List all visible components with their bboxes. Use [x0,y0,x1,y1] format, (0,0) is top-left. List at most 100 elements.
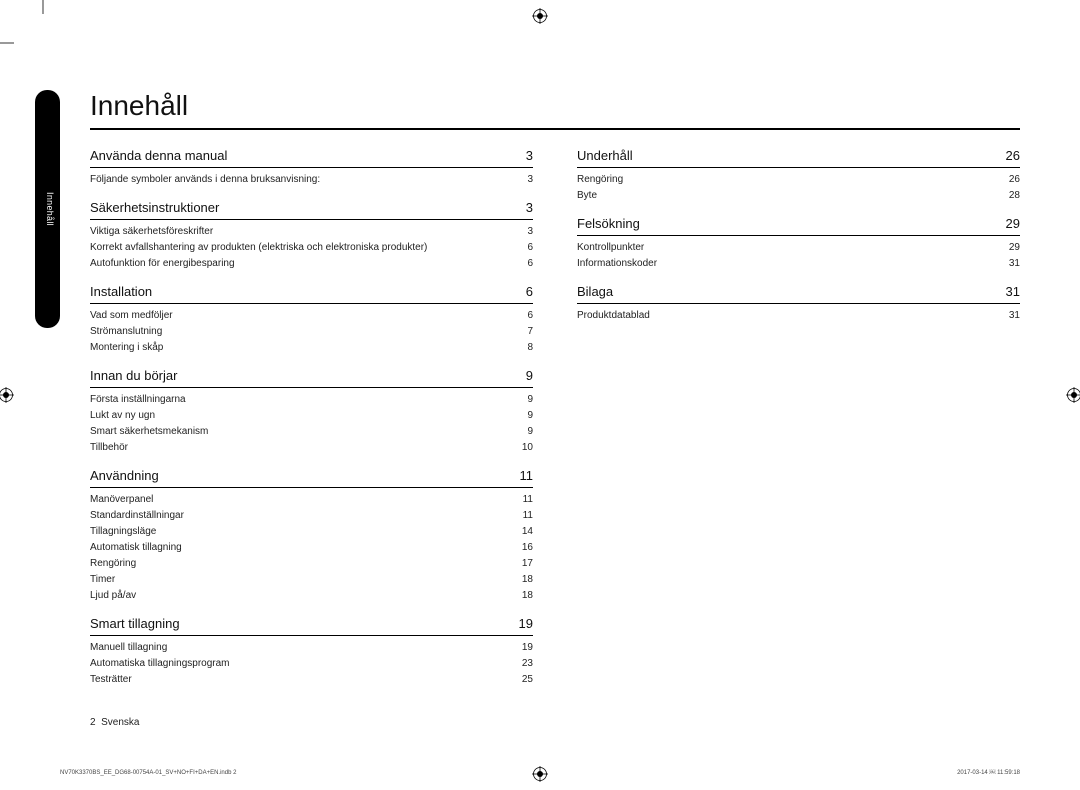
toc-entry-title: Första inställningarna [90,392,515,408]
toc-entry-title: Tillbehör [90,440,515,456]
toc-entry-title: Tillagningsläge [90,524,515,540]
crop-mark-icon [36,0,50,14]
toc-entry-page: 6 [515,240,533,256]
toc-entry-page: 11 [515,508,533,524]
toc-entry: Vad som medföljer6 [90,308,533,324]
toc-entry: Korrekt avfallshantering av produkten (e… [90,240,533,256]
toc-left-column: Använda denna manual3Följande symboler a… [90,144,533,692]
toc-section-page: 31 [1006,284,1020,299]
toc-columns: Använda denna manual3Följande symboler a… [90,144,1020,692]
toc-entry-title: Manuell tillagning [90,640,515,656]
toc-section-title: Felsökning [577,216,640,231]
toc-entry: Manöverpanel11 [90,492,533,508]
print-info-left: NV70K3370BS_EE_DG68-00754A-01_SV+NO+FI+D… [60,770,236,776]
toc-entry-title: Ljud på/av [90,588,515,604]
toc-section-head: Installation6 [90,280,533,304]
toc-entry-page: 9 [515,424,533,440]
toc-entry-page: 26 [1002,172,1020,188]
toc-entries: Följande symboler används i denna bruksa… [90,172,533,188]
toc-entry-page: 6 [515,256,533,272]
toc-entry-title: Standardinställningar [90,508,515,524]
toc-entry-title: Kontrollpunkter [577,240,1002,256]
toc-entries: Manuell tillagning19Automatiska tillagni… [90,640,533,688]
toc-entry: Byte28 [577,188,1020,204]
toc-entry: Montering i skåp8 [90,340,533,356]
toc-entry: Testrätter25 [90,672,533,688]
toc-section-page: 29 [1006,216,1020,231]
toc-entry: Automatiska tillagningsprogram23 [90,656,533,672]
toc-entry: Autofunktion för energibesparing6 [90,256,533,272]
toc-entry-title: Montering i skåp [90,340,515,356]
page-footer: 2 Svenska [90,717,139,728]
registration-mark-icon [1066,387,1080,403]
toc-entries: Kontrollpunkter29Informationskoder31 [577,240,1020,272]
toc-entry-title: Viktiga säkerhetsföreskrifter [90,224,515,240]
footer-page-number: 2 [90,717,96,728]
toc-entry-page: 10 [515,440,533,456]
toc-entry: Rengöring17 [90,556,533,572]
toc-section-page: 3 [526,200,533,215]
toc-section-title: Användning [90,468,159,483]
toc-entry: Informationskoder31 [577,256,1020,272]
toc-entry-title: Vad som medföljer [90,308,515,324]
registration-mark-icon [0,387,14,403]
toc-section-title: Använda denna manual [90,148,227,163]
toc-section-head: Innan du börjar9 [90,364,533,388]
toc-entry-page: 16 [515,540,533,556]
toc-entry-title: Testrätter [90,672,515,688]
toc-entry-page: 3 [515,224,533,240]
toc-section-head: Använda denna manual 3 [90,144,533,168]
toc-entry-title: Automatisk tillagning [90,540,515,556]
toc-section-head: Bilaga 31 [577,280,1020,304]
toc-entry-title: Strömanslutning [90,324,515,340]
toc-entry: Rengöring26 [577,172,1020,188]
toc-entries: Viktiga säkerhetsföreskrifter3Korrekt av… [90,224,533,272]
registration-mark-icon [532,766,548,782]
toc-entry-page: 17 [515,556,533,572]
toc-entry-title: Informationskoder [577,256,1002,272]
toc-entries: Rengöring26Byte28 [577,172,1020,204]
toc-entry-title: Korrekt avfallshantering av produkten (e… [90,240,515,256]
toc-entries: Manöverpanel11Standardinställningar11Til… [90,492,533,604]
toc-entry-title: Smart säkerhetsmekanism [90,424,515,440]
toc-entry: Viktiga säkerhetsföreskrifter3 [90,224,533,240]
toc-entries: Produktdatablad31 [577,308,1020,324]
toc-section-title: Underhåll [577,148,633,163]
page-content: Innehåll Använda denna manual3Följande s… [90,90,1020,744]
toc-entry-page: 9 [515,408,533,424]
toc-section-head: Användning11 [90,464,533,488]
print-info-right: 2017-03-14 ￼ 11:59:18 [957,770,1020,776]
crop-mark-icon [0,36,14,50]
toc-section-head: Felsökning 29 [577,212,1020,236]
toc-entry-page: 19 [515,640,533,656]
toc-section-head: Smart tillagning19 [90,612,533,636]
toc-entry-title: Timer [90,572,515,588]
page-title: Innehåll [90,90,1020,122]
toc-entry: Lukt av ny ugn9 [90,408,533,424]
side-tab-label: Innehåll [45,192,55,226]
toc-entry-page: 29 [1002,240,1020,256]
title-rule [90,128,1020,130]
toc-entry-page: 11 [515,492,533,508]
toc-entry-page: 3 [515,172,533,188]
toc-entry-title: Rengöring [90,556,515,572]
toc-entry-page: 23 [515,656,533,672]
toc-entry: Kontrollpunkter29 [577,240,1020,256]
toc-entry-title: Automatiska tillagningsprogram [90,656,515,672]
toc-entry: Följande symboler används i denna bruksa… [90,172,533,188]
toc-section-title: Bilaga [577,284,613,299]
toc-entry-title: Byte [577,188,1002,204]
toc-entry-page: 31 [1002,308,1020,324]
toc-entry: Timer18 [90,572,533,588]
toc-entry-title: Manöverpanel [90,492,515,508]
registration-mark-icon [532,8,548,24]
toc-section-page: 9 [526,368,533,383]
toc-entry: Tillbehör10 [90,440,533,456]
toc-entry-page: 7 [515,324,533,340]
toc-entry-title: Produktdatablad [577,308,1002,324]
toc-entry-page: 8 [515,340,533,356]
toc-section-page: 3 [526,148,533,163]
toc-entry: Ljud på/av18 [90,588,533,604]
toc-section-page: 6 [526,284,533,299]
toc-entry-title: Följande symboler används i denna bruksa… [90,172,515,188]
